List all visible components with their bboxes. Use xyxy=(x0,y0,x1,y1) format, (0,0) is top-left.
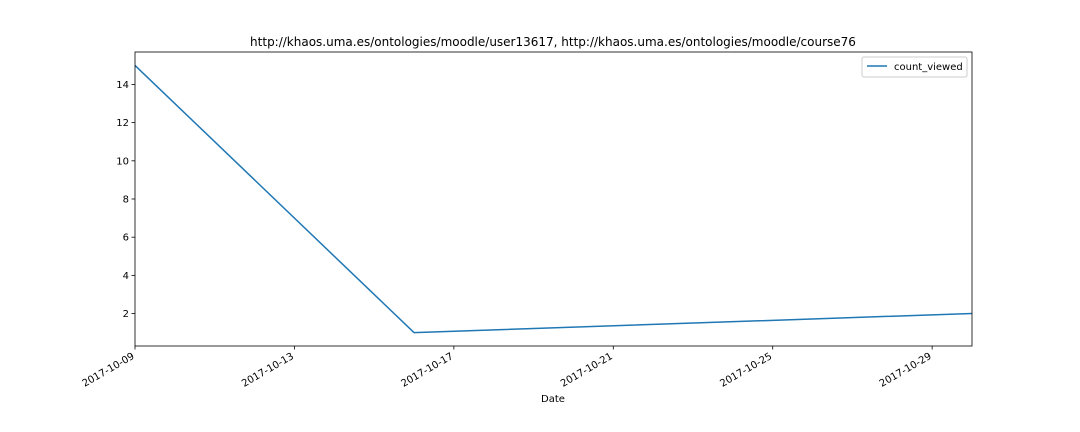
y-tick-label: 2 xyxy=(123,309,129,320)
y-axis: 2 4 6 8 10 12 14 xyxy=(116,80,135,320)
y-tick-label: 12 xyxy=(116,118,129,129)
legend-label: count_viewed xyxy=(894,62,963,73)
x-tick-label: 2017-10-25 xyxy=(718,351,774,390)
chart-title: http://khaos.uma.es/ontologies/moodle/us… xyxy=(250,35,856,49)
legend-box xyxy=(861,56,968,78)
y-tick-label: 10 xyxy=(116,156,129,167)
x-axis-label: Date xyxy=(541,394,565,405)
y-tick-label: 6 xyxy=(123,233,129,244)
x-tick-label: 2017-10-09 xyxy=(81,351,137,390)
x-tick-label: 2017-10-21 xyxy=(559,351,615,390)
y-tick-label: 8 xyxy=(123,195,129,206)
y-tick-label: 14 xyxy=(116,80,129,91)
x-tick-label: 2017-10-17 xyxy=(400,351,456,390)
x-tick-label: 2017-10-13 xyxy=(240,351,296,390)
x-axis: 2017-10-09 2017-10-13 2017-10-17 2017-10-21… xyxy=(81,346,934,390)
plot-frame xyxy=(134,51,973,347)
legend: count_viewed xyxy=(861,56,968,78)
series-line-count-viewed xyxy=(134,64,973,334)
y-tick-label: 4 xyxy=(123,271,129,282)
x-tick-label: 2017-10-29 xyxy=(878,351,934,390)
